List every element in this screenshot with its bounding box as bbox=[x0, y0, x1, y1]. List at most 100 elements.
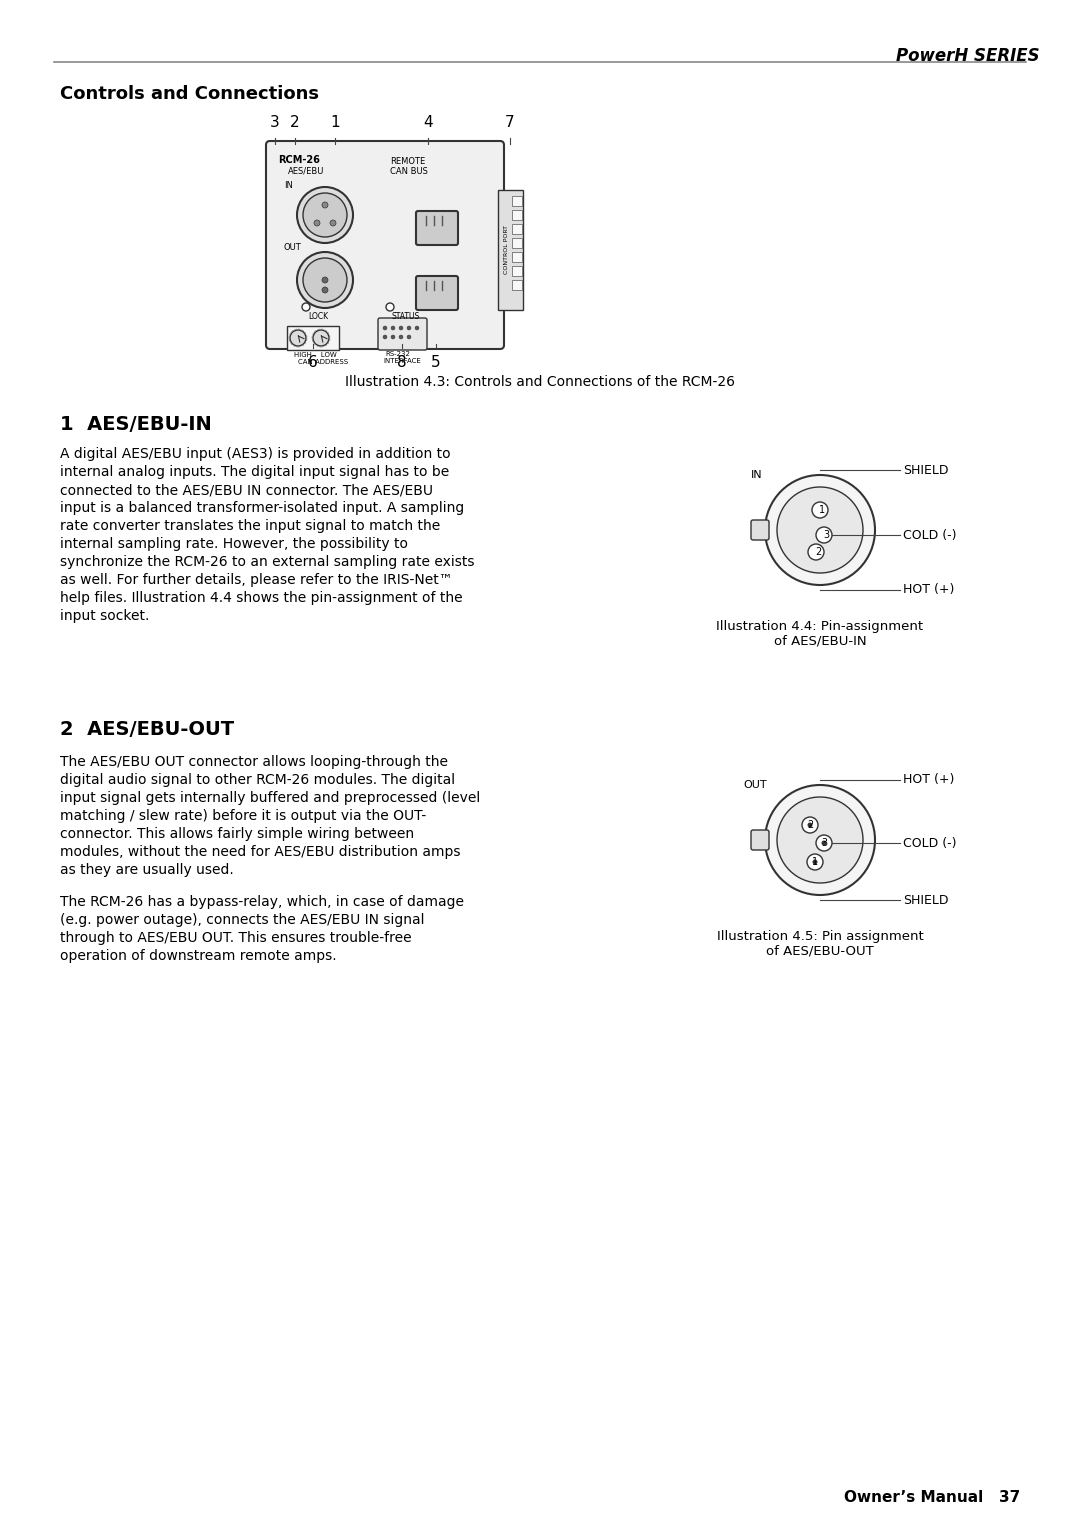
Circle shape bbox=[807, 854, 823, 870]
FancyBboxPatch shape bbox=[751, 831, 769, 851]
Circle shape bbox=[302, 302, 310, 312]
Circle shape bbox=[314, 220, 320, 226]
Bar bbox=[512, 224, 522, 234]
Text: 2: 2 bbox=[807, 820, 813, 831]
Text: 8: 8 bbox=[397, 354, 407, 370]
FancyBboxPatch shape bbox=[266, 140, 504, 350]
Circle shape bbox=[383, 334, 387, 339]
Text: internal sampling rate. However, the possibility to: internal sampling rate. However, the pos… bbox=[60, 538, 408, 551]
Text: 1: 1 bbox=[819, 505, 825, 515]
Text: COLD (-): COLD (-) bbox=[903, 837, 957, 849]
Text: 2: 2 bbox=[291, 115, 300, 130]
FancyBboxPatch shape bbox=[378, 318, 427, 350]
Text: rate converter translates the input signal to match the: rate converter translates the input sign… bbox=[60, 519, 441, 533]
Text: matching / slew rate) before it is output via the OUT-: matching / slew rate) before it is outpu… bbox=[60, 809, 427, 823]
Circle shape bbox=[322, 202, 328, 208]
Text: AES/EBU: AES/EBU bbox=[288, 166, 324, 176]
Text: HOT (+): HOT (+) bbox=[903, 774, 955, 786]
Circle shape bbox=[297, 252, 353, 308]
Circle shape bbox=[765, 785, 875, 895]
Text: OUT: OUT bbox=[743, 780, 767, 789]
Text: input signal gets internally buffered and preprocessed (level: input signal gets internally buffered an… bbox=[60, 791, 481, 805]
Text: RS-232: RS-232 bbox=[384, 351, 410, 357]
Text: modules, without the need for AES/EBU distribution amps: modules, without the need for AES/EBU di… bbox=[60, 844, 460, 860]
Circle shape bbox=[407, 325, 411, 330]
Bar bbox=[512, 266, 522, 276]
Circle shape bbox=[322, 287, 328, 293]
Circle shape bbox=[802, 817, 818, 834]
Circle shape bbox=[297, 186, 353, 243]
Text: 3: 3 bbox=[270, 115, 280, 130]
Bar bbox=[512, 195, 522, 206]
Text: input is a balanced transformer-isolated input. A sampling: input is a balanced transformer-isolated… bbox=[60, 501, 464, 515]
Text: PowerH SERIES: PowerH SERIES bbox=[896, 47, 1040, 66]
Bar bbox=[512, 252, 522, 263]
Text: as well. For further details, please refer to the IRIS-Net™: as well. For further details, please ref… bbox=[60, 573, 453, 586]
Text: OUT: OUT bbox=[284, 243, 301, 252]
Text: input socket.: input socket. bbox=[60, 609, 149, 623]
Circle shape bbox=[386, 302, 394, 312]
Text: 4: 4 bbox=[423, 115, 433, 130]
Text: CONTROL PORT: CONTROL PORT bbox=[503, 226, 509, 275]
Text: 1  AES/EBU-IN: 1 AES/EBU-IN bbox=[60, 415, 212, 434]
Text: The RCM-26 has a bypass-relay, which, in case of damage: The RCM-26 has a bypass-relay, which, in… bbox=[60, 895, 464, 909]
Bar bbox=[512, 279, 522, 290]
Text: A digital AES/EBU input (AES3) is provided in addition to: A digital AES/EBU input (AES3) is provid… bbox=[60, 447, 450, 461]
Text: digital audio signal to other RCM-26 modules. The digital: digital audio signal to other RCM-26 mod… bbox=[60, 773, 455, 786]
FancyBboxPatch shape bbox=[416, 276, 458, 310]
Circle shape bbox=[812, 860, 818, 864]
Text: COLD (-): COLD (-) bbox=[903, 528, 957, 542]
FancyBboxPatch shape bbox=[287, 325, 339, 350]
Text: Illustration 4.4: Pin-assignment
of AES/EBU-IN: Illustration 4.4: Pin-assignment of AES/… bbox=[716, 620, 923, 647]
Circle shape bbox=[330, 220, 336, 226]
Text: Illustration 4.3: Controls and Connections of the RCM-26: Illustration 4.3: Controls and Connectio… bbox=[345, 376, 735, 389]
Circle shape bbox=[808, 823, 812, 828]
Circle shape bbox=[816, 527, 832, 544]
Circle shape bbox=[808, 544, 824, 560]
Text: help files. Illustration 4.4 shows the pin-assignment of the: help files. Illustration 4.4 shows the p… bbox=[60, 591, 462, 605]
Text: as they are usually used.: as they are usually used. bbox=[60, 863, 233, 876]
Circle shape bbox=[816, 835, 832, 851]
Bar bbox=[512, 211, 522, 220]
Text: 2  AES/EBU-OUT: 2 AES/EBU-OUT bbox=[60, 721, 234, 739]
FancyBboxPatch shape bbox=[751, 521, 769, 541]
Circle shape bbox=[391, 334, 395, 339]
Text: internal analog inputs. The digital input signal has to be: internal analog inputs. The digital inpu… bbox=[60, 466, 449, 479]
Text: HOT (+): HOT (+) bbox=[903, 583, 955, 597]
Text: 1: 1 bbox=[330, 115, 340, 130]
Text: RCM-26: RCM-26 bbox=[278, 156, 320, 165]
Text: REMOTE
CAN BUS: REMOTE CAN BUS bbox=[390, 157, 428, 177]
Text: 1: 1 bbox=[812, 857, 818, 867]
Circle shape bbox=[777, 797, 863, 883]
Bar bbox=[498, 189, 523, 310]
Circle shape bbox=[407, 334, 411, 339]
Circle shape bbox=[303, 192, 347, 237]
Text: The AES/EBU OUT connector allows looping-through the: The AES/EBU OUT connector allows looping… bbox=[60, 754, 448, 770]
Text: IN: IN bbox=[284, 182, 293, 189]
Text: through to AES/EBU OUT. This ensures trouble-free: through to AES/EBU OUT. This ensures tro… bbox=[60, 931, 411, 945]
Text: SHIELD: SHIELD bbox=[903, 464, 948, 476]
Text: Illustration 4.5: Pin assignment
of AES/EBU-OUT: Illustration 4.5: Pin assignment of AES/… bbox=[717, 930, 923, 957]
Circle shape bbox=[765, 475, 875, 585]
Circle shape bbox=[415, 325, 419, 330]
Text: synchronize the RCM-26 to an external sampling rate exists: synchronize the RCM-26 to an external sa… bbox=[60, 554, 474, 570]
FancyBboxPatch shape bbox=[416, 211, 458, 244]
Text: 6: 6 bbox=[308, 354, 318, 370]
Text: (e.g. power outage), connects the AES/EBU IN signal: (e.g. power outage), connects the AES/EB… bbox=[60, 913, 424, 927]
Circle shape bbox=[399, 334, 403, 339]
Bar bbox=[512, 238, 522, 247]
Circle shape bbox=[822, 840, 826, 846]
Circle shape bbox=[322, 276, 328, 282]
Text: Controls and Connections: Controls and Connections bbox=[60, 86, 319, 102]
Circle shape bbox=[303, 258, 347, 302]
Text: 3: 3 bbox=[821, 838, 827, 847]
Text: 7: 7 bbox=[505, 115, 515, 130]
Text: SHIELD: SHIELD bbox=[903, 893, 948, 907]
Circle shape bbox=[812, 502, 828, 518]
Circle shape bbox=[313, 330, 329, 347]
Text: 2: 2 bbox=[815, 547, 821, 557]
Circle shape bbox=[391, 325, 395, 330]
Text: CAN ADDRESS: CAN ADDRESS bbox=[298, 359, 348, 365]
Circle shape bbox=[291, 330, 306, 347]
Text: Owner’s Manual   37: Owner’s Manual 37 bbox=[843, 1490, 1020, 1506]
